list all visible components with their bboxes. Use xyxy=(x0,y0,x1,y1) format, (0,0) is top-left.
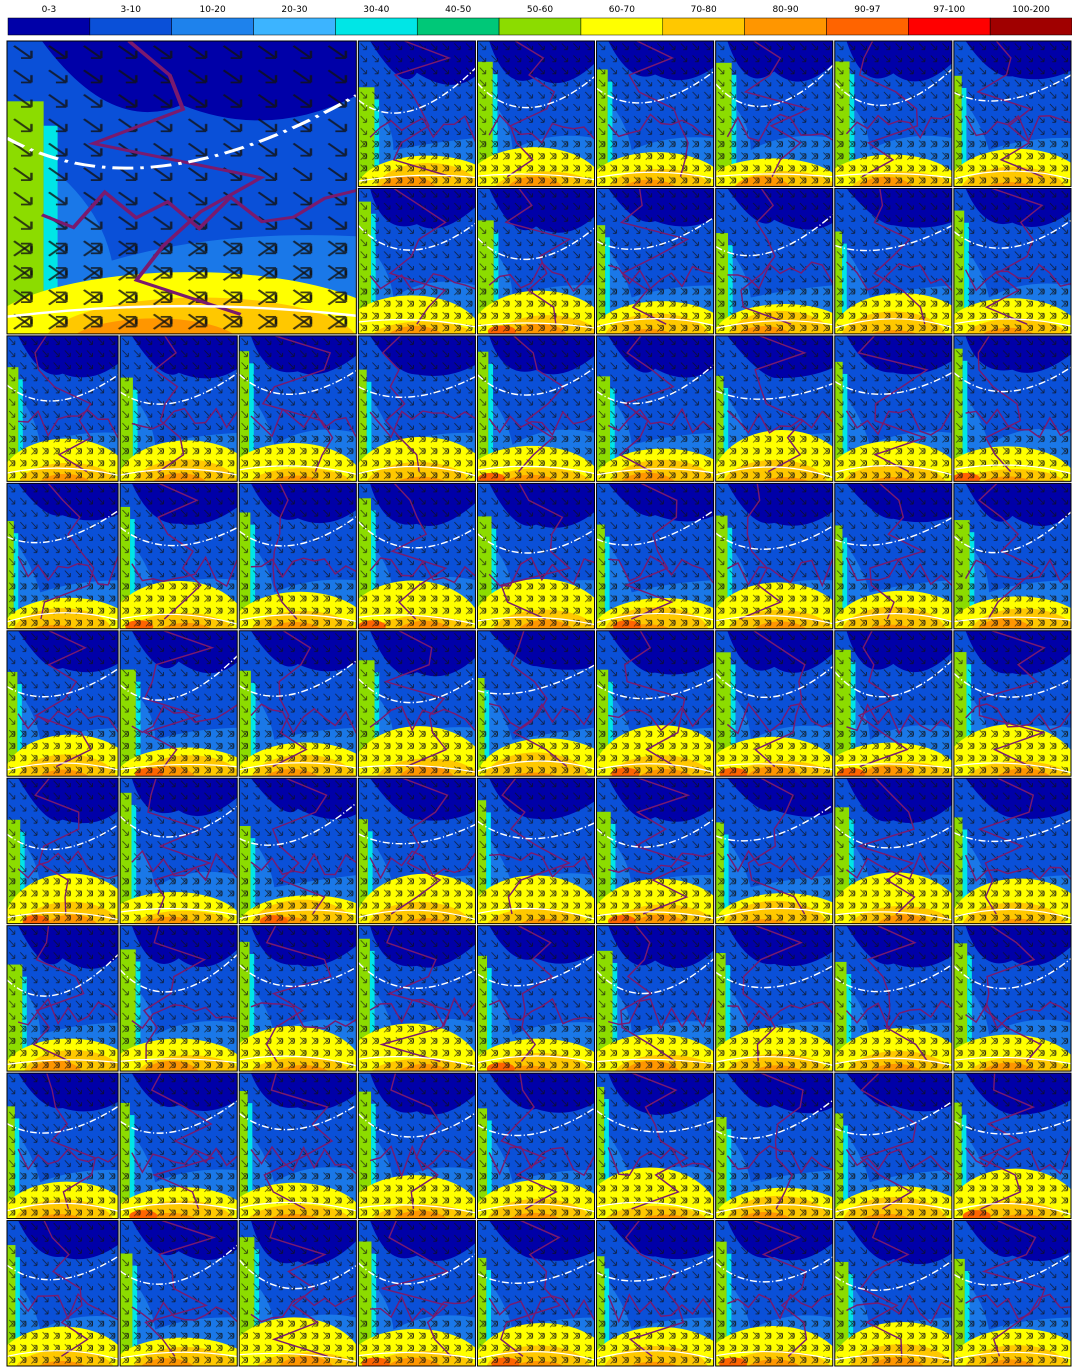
legend-swatch xyxy=(581,18,663,35)
legend-swatch xyxy=(499,18,581,35)
map-panel xyxy=(224,1221,365,1367)
legend-swatch xyxy=(663,18,745,35)
map-panel xyxy=(702,1221,843,1367)
map-panel xyxy=(949,1221,1072,1367)
legend-label: 90-97 xyxy=(854,5,880,15)
legend-swatch xyxy=(826,18,908,35)
legend-swatch xyxy=(335,18,417,35)
legend-swatch xyxy=(417,18,499,35)
ensemble-maps: 0-3 3-10 10-20 20-30 30-40 40-50 50-60 60-70 70-… xyxy=(0,0,1072,1367)
legend: 0-3 3-10 10-20 20-30 30-40 40-50 50-60 60-70 70-… xyxy=(8,5,1072,35)
legend-label: 70-80 xyxy=(691,5,717,15)
legend-swatch xyxy=(90,18,172,35)
legend-label: 40-50 xyxy=(445,5,471,15)
legend-swatch xyxy=(8,18,90,35)
map-panel xyxy=(472,1221,613,1367)
map-panel xyxy=(590,1221,731,1367)
legend-label: 30-40 xyxy=(363,5,389,15)
legend-label: 100-200 xyxy=(1012,5,1050,15)
legend-label: 3-10 xyxy=(121,5,142,15)
legend-label: 97-100 xyxy=(933,5,965,15)
legend-label: 10-20 xyxy=(200,5,226,15)
legend-swatch xyxy=(990,18,1072,35)
map-panel xyxy=(0,1221,129,1367)
legend-swatch xyxy=(745,18,827,35)
legend-label: 50-60 xyxy=(527,5,553,15)
map-panel xyxy=(345,1221,486,1367)
legend-label: 0-3 xyxy=(42,5,57,15)
map-panel xyxy=(831,1221,972,1367)
legend-label: 80-90 xyxy=(772,5,798,15)
panel-grid xyxy=(0,41,1072,1367)
legend-swatch xyxy=(172,18,254,35)
map-panel xyxy=(113,1221,254,1367)
legend-label: 60-70 xyxy=(609,5,635,15)
page: 0-3 3-10 10-20 20-30 30-40 40-50 50-60 60-70 70-… xyxy=(0,0,1072,1367)
legend-swatch xyxy=(254,18,336,35)
legend-label: 20-30 xyxy=(281,5,307,15)
legend-swatch xyxy=(908,18,990,35)
